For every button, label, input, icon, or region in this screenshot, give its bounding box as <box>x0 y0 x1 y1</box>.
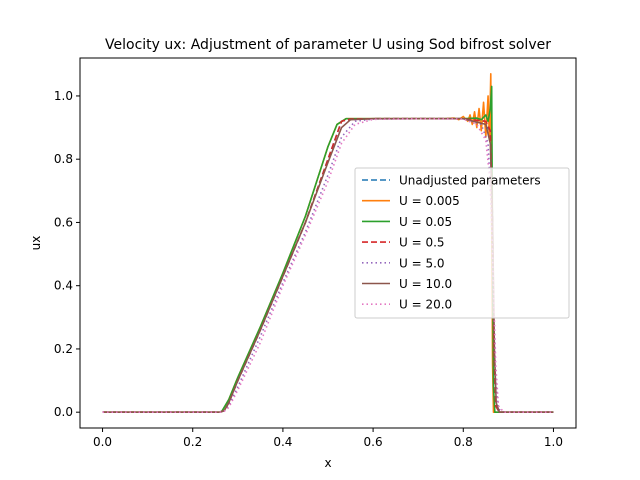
x-tick-label: 0.0 <box>93 435 112 449</box>
legend-label: U = 0.05 <box>399 215 452 229</box>
y-tick-label: 0.0 <box>54 405 73 419</box>
legend-label: U = 0.005 <box>399 194 460 208</box>
x-tick-label: 0.4 <box>273 435 292 449</box>
x-tick-label: 0.8 <box>454 435 473 449</box>
x-axis-ticks: 0.0 0.2 0.4 0.6 0.8 1.0 <box>93 428 563 449</box>
y-tick-label: 1.0 <box>54 89 73 103</box>
legend-label: U = 5.0 <box>399 256 445 270</box>
plot-frame <box>79 57 577 429</box>
legend-label: U = 20.0 <box>399 298 452 312</box>
legend-label: U = 10.0 <box>399 277 452 291</box>
series-line-4 <box>102 117 554 413</box>
legend-box <box>354 167 570 319</box>
legend-label: U = 0.5 <box>399 236 445 250</box>
x-axis-label: x <box>324 456 331 470</box>
x-tick-label: 1.0 <box>544 435 563 449</box>
x-tick-label: 0.2 <box>183 435 202 449</box>
chart-title: Velocity ux: Adjustment of parameter U u… <box>105 37 551 53</box>
y-tick-label: 0.8 <box>54 152 73 166</box>
legend: Unadjusted parameters U = 0.005 U = 0.05 U … <box>354 167 570 319</box>
y-tick-label: 0.2 <box>54 342 73 356</box>
y-tick-label: 0.6 <box>54 215 73 229</box>
y-axis-label: ux <box>29 236 43 251</box>
legend-label: Unadjusted parameters <box>399 174 541 188</box>
y-axis-ticks: 0.0 0.2 0.4 0.6 0.8 1.0 <box>54 89 80 419</box>
x-tick-label: 0.6 <box>364 435 383 449</box>
y-tick-label: 0.4 <box>54 279 73 293</box>
